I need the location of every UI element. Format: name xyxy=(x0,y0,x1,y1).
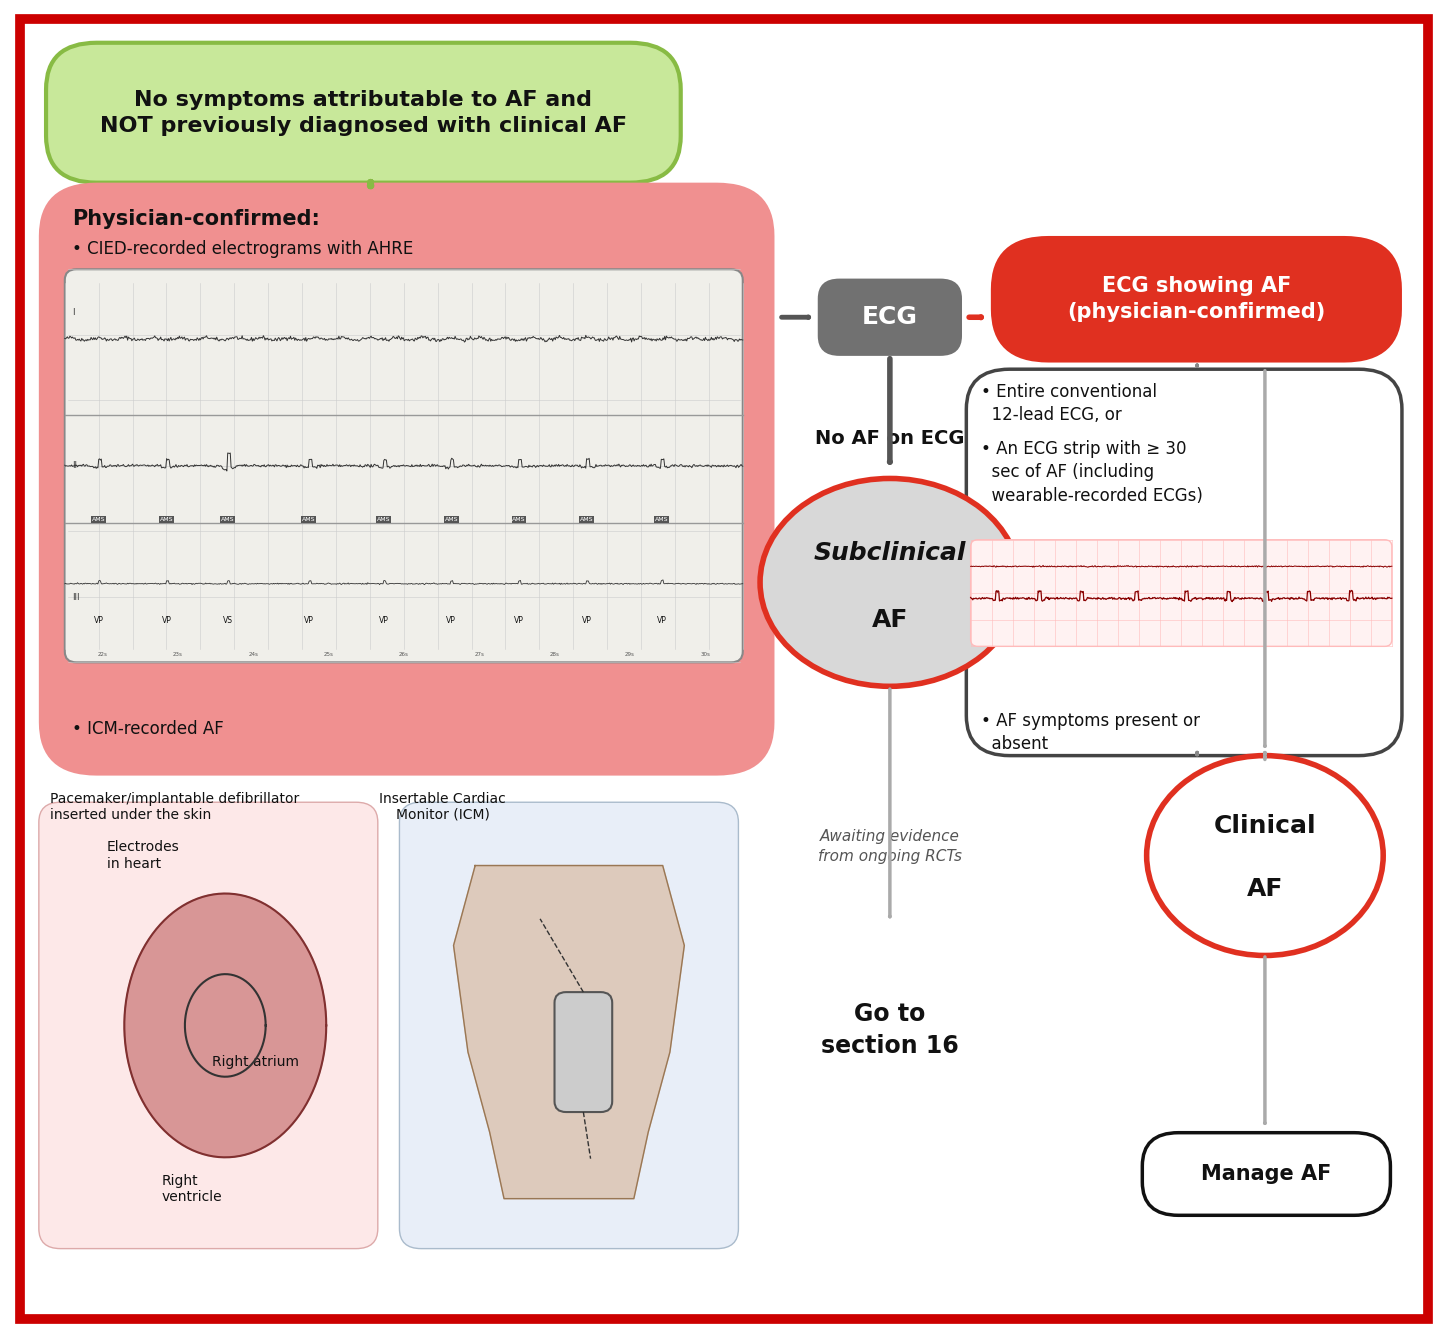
Text: VP: VP xyxy=(446,615,456,625)
Text: ECG showing AF
(physician-confirmed): ECG showing AF (physician-confirmed) xyxy=(1067,277,1325,322)
FancyBboxPatch shape xyxy=(46,43,681,183)
FancyBboxPatch shape xyxy=(970,539,1392,646)
Text: Electrodes
in heart: Electrodes in heart xyxy=(107,840,180,871)
FancyBboxPatch shape xyxy=(65,269,743,662)
Text: • Entire conventional
  12-lead ECG, or: • Entire conventional 12-lead ECG, or xyxy=(980,383,1157,424)
Text: • CIED-recorded electrograms with AHRE: • CIED-recorded electrograms with AHRE xyxy=(72,241,413,258)
Text: VP: VP xyxy=(162,615,171,625)
Text: Subclinical: Subclinical xyxy=(814,541,966,565)
Text: No AF on ECG: No AF on ECG xyxy=(815,429,964,448)
Text: VP: VP xyxy=(514,615,524,625)
Text: 28s: 28s xyxy=(549,652,559,657)
Text: AMS: AMS xyxy=(581,516,594,522)
FancyBboxPatch shape xyxy=(555,991,613,1112)
FancyBboxPatch shape xyxy=(966,369,1402,756)
Text: I: I xyxy=(72,308,74,317)
Text: • AF symptoms present or
  absent: • AF symptoms present or absent xyxy=(980,712,1200,753)
Polygon shape xyxy=(125,894,326,1157)
Text: VP: VP xyxy=(94,615,104,625)
Text: ECG: ECG xyxy=(862,305,918,329)
FancyBboxPatch shape xyxy=(39,803,378,1248)
Text: AMS: AMS xyxy=(376,516,390,522)
Text: AF: AF xyxy=(872,607,908,632)
Text: 24s: 24s xyxy=(248,652,258,657)
Text: Go to
section 16: Go to section 16 xyxy=(821,1002,959,1058)
Text: VP: VP xyxy=(378,615,388,625)
Text: 22s: 22s xyxy=(97,652,107,657)
Text: Right atrium: Right atrium xyxy=(211,1056,298,1069)
Text: Awaiting evidence
from ongoing RCTs: Awaiting evidence from ongoing RCTs xyxy=(818,830,961,864)
Text: • ICM-recorded AF: • ICM-recorded AF xyxy=(72,720,224,739)
Text: AMS: AMS xyxy=(220,516,235,522)
Text: 26s: 26s xyxy=(398,652,408,657)
Text: • An ECG strip with ≥ 30
  sec of AF (including
  wearable-recorded ECGs): • An ECG strip with ≥ 30 sec of AF (incl… xyxy=(980,440,1203,504)
Text: VP: VP xyxy=(582,615,592,625)
FancyBboxPatch shape xyxy=(1142,1133,1390,1215)
Text: VS: VS xyxy=(223,615,233,625)
Text: VP: VP xyxy=(304,615,314,625)
Text: 23s: 23s xyxy=(172,652,182,657)
Text: AMS: AMS xyxy=(303,516,316,522)
Text: AMS: AMS xyxy=(159,516,174,522)
Text: 27s: 27s xyxy=(473,652,484,657)
FancyBboxPatch shape xyxy=(818,278,961,356)
Text: Right
ventricle: Right ventricle xyxy=(161,1173,222,1204)
FancyBboxPatch shape xyxy=(990,235,1402,363)
Text: No symptoms attributable to AF and
NOT previously diagnosed with clinical AF: No symptoms attributable to AF and NOT p… xyxy=(100,90,627,136)
Text: AMS: AMS xyxy=(445,516,458,522)
Text: 29s: 29s xyxy=(626,652,634,657)
Polygon shape xyxy=(453,866,685,1199)
Text: 30s: 30s xyxy=(701,652,710,657)
Text: Physician-confirmed:: Physician-confirmed: xyxy=(72,209,320,229)
Text: AMS: AMS xyxy=(93,516,106,522)
Text: III: III xyxy=(72,593,80,602)
Ellipse shape xyxy=(1147,756,1383,955)
FancyBboxPatch shape xyxy=(400,803,738,1248)
Text: AF: AF xyxy=(1247,876,1283,900)
Text: AMS: AMS xyxy=(654,516,668,522)
Text: AMS: AMS xyxy=(513,516,526,522)
Text: II: II xyxy=(72,462,77,470)
Text: Manage AF: Manage AF xyxy=(1202,1164,1332,1184)
Text: VP: VP xyxy=(656,615,666,625)
Text: Clinical: Clinical xyxy=(1213,815,1316,838)
Text: Insertable Cardiac
Monitor (ICM): Insertable Cardiac Monitor (ICM) xyxy=(379,792,507,822)
Text: Pacemaker/implantable defibrillator
inserted under the skin: Pacemaker/implantable defibrillator inse… xyxy=(51,792,300,822)
Ellipse shape xyxy=(760,479,1019,686)
FancyBboxPatch shape xyxy=(39,183,775,776)
Text: 25s: 25s xyxy=(323,652,333,657)
